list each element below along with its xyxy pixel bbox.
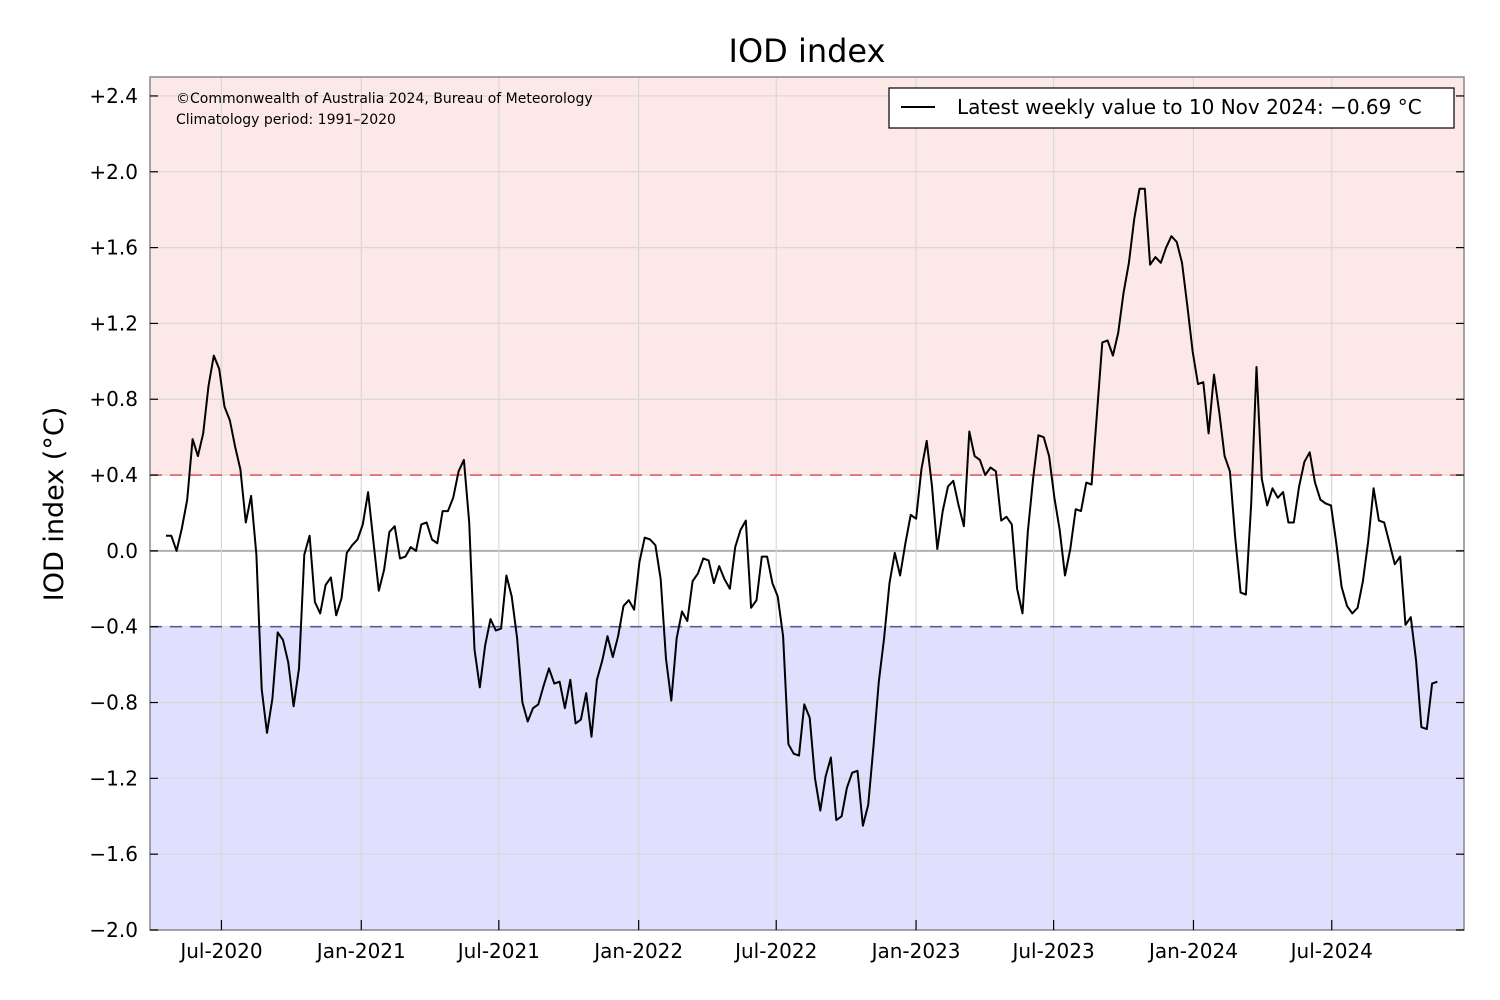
y-tick-label: −1.2	[89, 766, 138, 790]
x-tick-label: Jul-2022	[733, 939, 817, 963]
y-tick-label: +2.0	[89, 160, 138, 184]
plot-frame	[149, 76, 1465, 931]
y-tick-label: −0.4	[89, 615, 138, 639]
x-tick-label: Jul-2020	[178, 939, 262, 963]
y-tick-label: +2.4	[89, 84, 138, 108]
y-tick-label: +1.6	[89, 236, 138, 260]
legend-box	[888, 87, 1455, 129]
x-tick-label: Jul-2023	[1010, 939, 1094, 963]
x-tick-label: Jan-2021	[315, 939, 406, 963]
legend: Latest weekly value to 10 Nov 2024: −0.6…	[888, 87, 1455, 129]
y-tick-label: +0.8	[89, 387, 138, 411]
y-axis-label: IOD index (°C)	[39, 407, 70, 601]
x-tick-label: Jul-2021	[456, 939, 540, 963]
x-tick-label: Jan-2023	[870, 939, 961, 963]
y-tick-label: +0.4	[89, 463, 138, 487]
climatology-annotation: Climatology period: 1991–2020	[176, 112, 396, 128]
x-axis-ticks: Jul-2020 Jan-2021 Jul-2021 Jan-2022 Jul-2022…	[178, 920, 1373, 963]
y-tick-label: 0.0	[106, 539, 138, 563]
chart-title: IOD index	[729, 32, 886, 70]
y-tick-label: −1.6	[89, 842, 138, 866]
y-tick-label: −2.0	[89, 918, 138, 942]
positive-band	[150, 77, 1464, 476]
y-axis-ticks: +2.4 +2.0 +1.6 +1.2 +0.8 +0.4 0.0 −0.4 −0.8 −1.2 −…	[89, 84, 1464, 942]
x-tick-label: Jul-2024	[1289, 939, 1373, 963]
x-tick-label: Jan-2024	[1147, 939, 1238, 963]
series-group	[166, 187, 1438, 827]
legend-label: Latest weekly value to 10 Nov 2024: −0.6…	[957, 95, 1422, 119]
y-tick-label: −0.8	[89, 691, 138, 715]
y-tick-label: +1.2	[89, 311, 138, 335]
x-tick-label: Jan-2022	[592, 939, 683, 963]
series-line	[166, 187, 1438, 827]
copyright-annotation: ©Commonwealth of Australia 2024, Bureau …	[176, 91, 593, 107]
